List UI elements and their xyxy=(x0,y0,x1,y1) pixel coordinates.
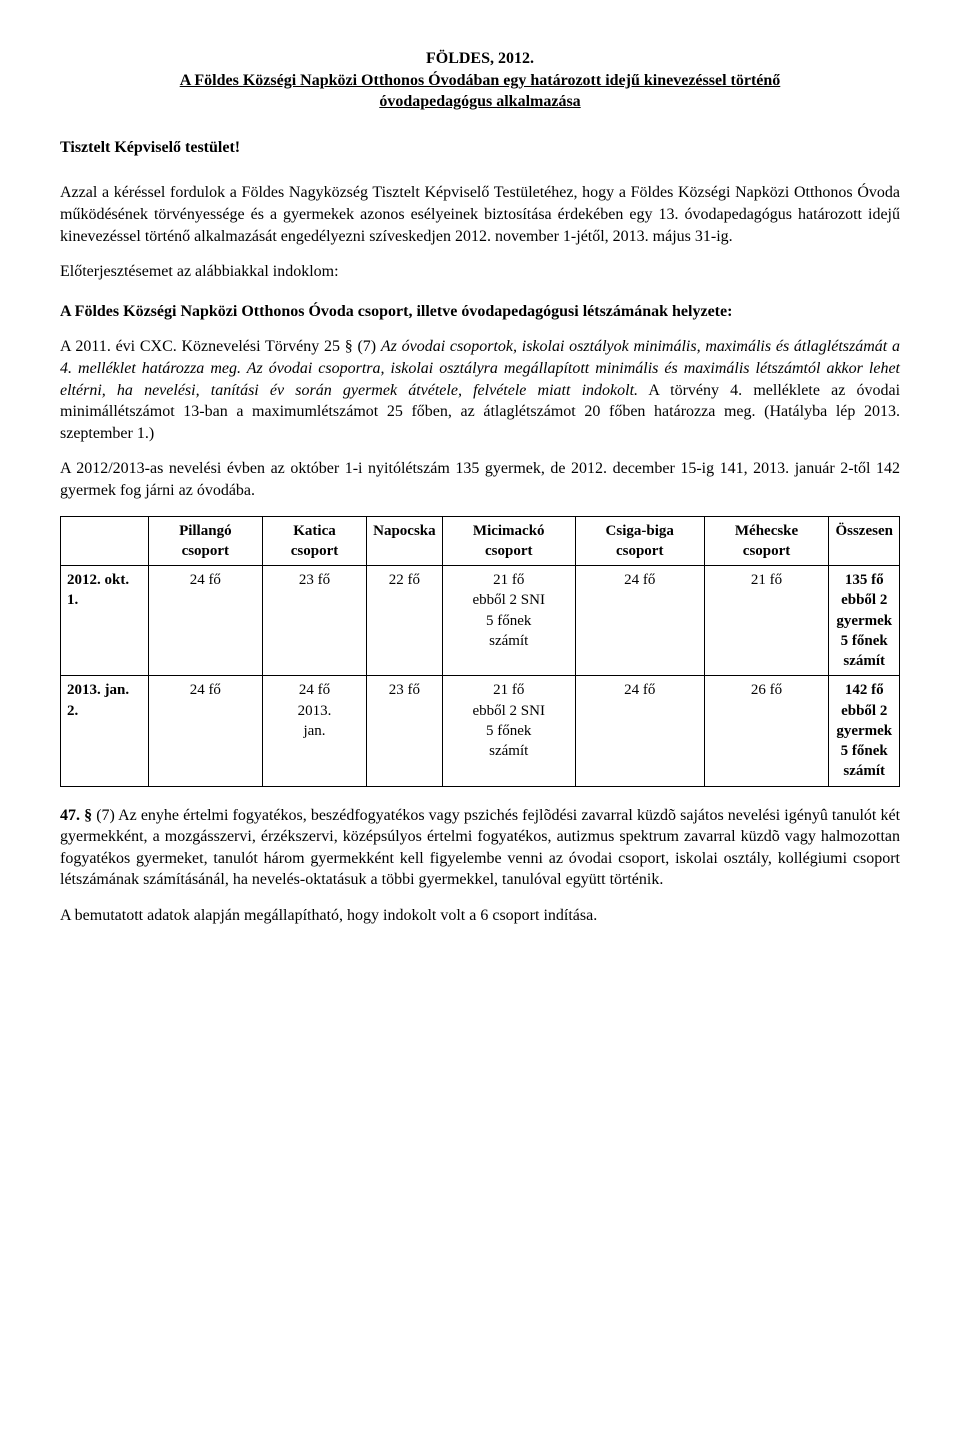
table-col-pillango: Pillangó csoport xyxy=(148,516,262,566)
table-row: 2013. jan. 2. 24 fő 24 fő 2013. jan. 23 … xyxy=(61,676,900,786)
paragraph-law: A 2011. évi CXC. Köznevelési Törvény 25 … xyxy=(60,336,900,444)
table-cell: 23 fő xyxy=(367,676,443,786)
table-cell: 21 fő ebből 2 SNI 5 főnek számít xyxy=(442,566,575,676)
paragraph-counts: A 2012/2013-as nevelési évben az október… xyxy=(60,458,900,501)
table-cell: 23 fő xyxy=(262,566,366,676)
table-col-csigabiga: Csiga-biga csoport xyxy=(575,516,704,566)
salutation: Tisztelt Képviselő testület! xyxy=(60,137,900,159)
title-line-3: óvodapedagógus alkalmazása xyxy=(60,91,900,113)
table-cell: 142 fő ebből 2 gyermek 5 főnek számít xyxy=(829,676,900,786)
table-row-header: 2012. okt. 1. xyxy=(61,566,149,676)
section-heading: A Földes Községi Napközi Otthonos Óvoda … xyxy=(60,301,900,323)
table-col-empty xyxy=(61,516,149,566)
table-col-micimacko: Micimackó csoport xyxy=(442,516,575,566)
table-cell: 24 fő xyxy=(148,566,262,676)
table-cell: 24 fő xyxy=(575,676,704,786)
title-line-1: FÖLDES, 2012. xyxy=(60,48,900,70)
table-header-row: Pillangó csoport Katica csoport Napocska… xyxy=(61,516,900,566)
paragraph-law-prefix: A 2011. évi CXC. Köznevelési Törvény 25 … xyxy=(60,338,381,355)
table-row: 2012. okt. 1. 24 fő 23 fő 22 fő 21 fő eb… xyxy=(61,566,900,676)
table-cell: 135 fő ebből 2 gyermek 5 főnek számít xyxy=(829,566,900,676)
table-cell: 22 fő xyxy=(367,566,443,676)
table-cell: 24 fő 2013. jan. xyxy=(262,676,366,786)
paragraph-law-47: 47. § (7) Az enyhe értelmi fogyatékos, b… xyxy=(60,805,900,891)
paragraph-conclusion: A bemutatott adatok alapján megállapítha… xyxy=(60,905,900,927)
title-line-2: A Földes Községi Napközi Otthonos Óvodáb… xyxy=(60,70,900,92)
paragraph-intro-followup: Előterjesztésemet az alábbiakkal indoklo… xyxy=(60,261,900,283)
paragraph-law-47-text: (7) Az enyhe értelmi fogyatékos, beszédf… xyxy=(60,807,900,889)
table-row-header: 2013. jan. 2. xyxy=(61,676,149,786)
law-ref-47: 47. § xyxy=(60,807,92,824)
table-col-mehecske: Méhecske csoport xyxy=(704,516,829,566)
table-cell: 21 fő ebből 2 SNI 5 főnek számít xyxy=(442,676,575,786)
table-cell: 21 fő xyxy=(704,566,829,676)
table-col-katica: Katica csoport xyxy=(262,516,366,566)
table-cell: 26 fő xyxy=(704,676,829,786)
table-cell: 24 fő xyxy=(575,566,704,676)
group-table: Pillangó csoport Katica csoport Napocska… xyxy=(60,516,900,787)
table-col-osszesen: Összesen xyxy=(829,516,900,566)
table-cell: 24 fő xyxy=(148,676,262,786)
table-col-napocska: Napocska xyxy=(367,516,443,566)
paragraph-intro-text: Azzal a kéréssel fordulok a Földes Nagyk… xyxy=(60,184,900,244)
paragraph-intro: Azzal a kéréssel fordulok a Földes Nagyk… xyxy=(60,182,900,247)
document-title: FÖLDES, 2012. A Földes Községi Napközi O… xyxy=(60,48,900,113)
